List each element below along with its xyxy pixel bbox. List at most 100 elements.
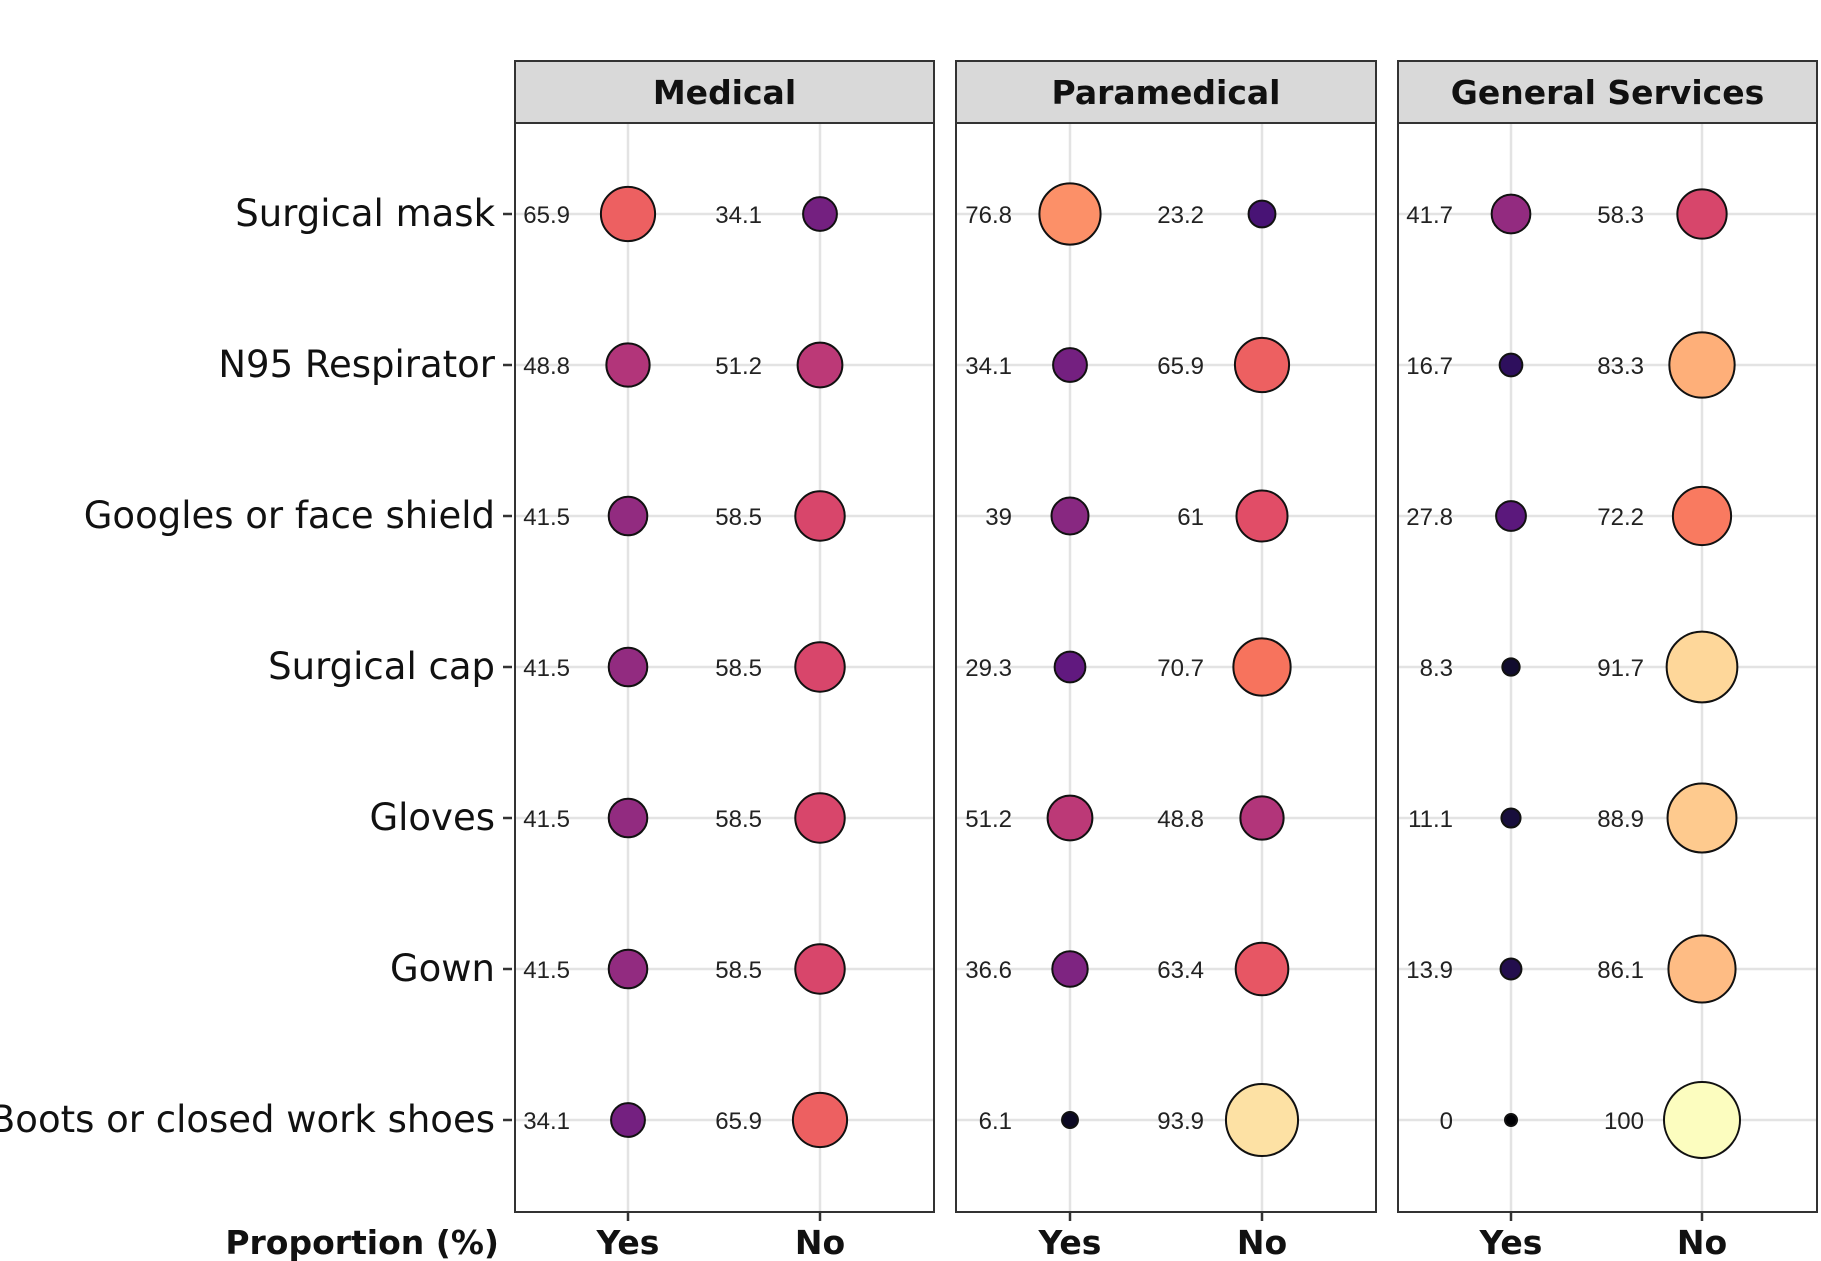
data-label: 6.1: [979, 1108, 1012, 1135]
data-label: 100: [1604, 1108, 1644, 1135]
data-point: [1671, 485, 1733, 547]
data-point: [1663, 1081, 1741, 1159]
data-label: 41.7: [1406, 202, 1453, 229]
data-label: 41.5: [523, 806, 570, 833]
data-point: [794, 490, 846, 542]
data-label: 65.9: [715, 1108, 762, 1135]
category-label-surgical-mask: Surgical mask: [235, 192, 495, 235]
data-label: 48.8: [523, 353, 570, 380]
facet-title-medical: Medical: [653, 73, 796, 112]
data-point: [1676, 188, 1728, 240]
data-point: [794, 943, 846, 995]
data-label: 58.5: [715, 957, 762, 984]
category-label-n95-respirator: N95 Respirator: [218, 343, 495, 386]
data-point: [1665, 630, 1739, 704]
data-label: 51.2: [965, 806, 1012, 833]
data-point: [607, 646, 649, 688]
data-label: 41.5: [523, 655, 570, 682]
facet-title-paramedical: Paramedical: [1052, 73, 1281, 112]
data-point: [1224, 1082, 1300, 1158]
data-point: [1052, 347, 1088, 383]
data-label: 58.5: [715, 504, 762, 531]
data-point: [1234, 941, 1290, 997]
category-label-gloves: Gloves: [369, 796, 495, 839]
data-point: [796, 341, 844, 389]
data-point: [1239, 795, 1285, 841]
data-label: 41.5: [523, 957, 570, 984]
data-point: [605, 342, 651, 388]
data-point: [802, 196, 838, 232]
x-tick-label-no: No: [795, 1223, 845, 1261]
data-label: 63.4: [1157, 957, 1204, 984]
data-label: 48.8: [1157, 806, 1204, 833]
data-point: [794, 792, 846, 844]
data-point: [1500, 807, 1522, 829]
data-point: [1490, 193, 1532, 235]
data-point: [1051, 950, 1089, 988]
x-tick-label-yes: Yes: [1038, 1223, 1102, 1261]
data-label: 11.1: [1408, 806, 1453, 833]
data-point: [1233, 336, 1291, 394]
data-point: [1504, 1113, 1518, 1127]
data-label: 58.3: [1597, 202, 1644, 229]
category-label-googles-or-face-shield: Googles or face shield: [84, 494, 495, 537]
data-point: [1050, 496, 1090, 536]
data-label: 29.3: [965, 655, 1012, 682]
data-label: 34.1: [523, 1108, 570, 1135]
data-label: 91.7: [1597, 655, 1644, 682]
data-label: 36.6: [965, 957, 1012, 984]
data-point: [1667, 934, 1737, 1004]
x-tick-label-no: No: [1237, 1223, 1287, 1261]
data-label: 76.8: [965, 202, 1012, 229]
data-point: [1666, 782, 1738, 854]
data-label: 27.8: [1406, 504, 1453, 531]
data-point: [607, 495, 649, 537]
data-label: 88.9: [1597, 806, 1644, 833]
data-point: [599, 185, 657, 243]
data-point: [610, 1102, 646, 1138]
x-axis-label: Proportion (%): [225, 1223, 499, 1261]
facet-strip-general-services: [1397, 60, 1818, 124]
category-label-surgical-cap: Surgical cap: [268, 645, 495, 688]
data-label: 93.9: [1157, 1108, 1204, 1135]
data-label: 13.9: [1406, 957, 1453, 984]
facet-title-general-services: General Services: [1451, 73, 1765, 112]
data-point: [1499, 957, 1523, 981]
data-point: [1501, 657, 1521, 677]
data-label: 39: [985, 504, 1012, 531]
data-point: [1247, 199, 1277, 229]
data-point: [607, 948, 649, 990]
data-label: 58.5: [715, 806, 762, 833]
data-point: [1668, 331, 1736, 399]
data-label: 61: [1177, 504, 1204, 531]
category-label-boots-or-closed-work-shoes: Boots or closed work shoes: [0, 1098, 495, 1141]
data-label: 8.3: [1420, 655, 1453, 682]
data-point: [791, 1091, 849, 1149]
x-tick-label-no: No: [1677, 1223, 1727, 1261]
data-point: [794, 641, 846, 693]
data-point: [1061, 1111, 1079, 1129]
data-point: [1495, 500, 1527, 532]
category-label-gown: Gown: [390, 947, 495, 990]
x-tick-label-yes: Yes: [1479, 1223, 1543, 1261]
data-label: 70.7: [1157, 655, 1204, 682]
data-label: 23.2: [1157, 202, 1204, 229]
data-point: [1038, 182, 1102, 246]
data-label: 58.5: [715, 655, 762, 682]
data-label: 65.9: [1157, 353, 1204, 380]
data-label: 34.1: [965, 353, 1012, 380]
data-label: 16.7: [1406, 353, 1453, 380]
x-tick-label-yes: Yes: [596, 1223, 660, 1261]
facet-strip-medical: [514, 60, 935, 124]
data-label: 41.5: [523, 504, 570, 531]
data-point: [1046, 794, 1094, 842]
data-point: [1053, 650, 1087, 684]
data-label: 34.1: [715, 202, 762, 229]
facet-strip-paramedical: [955, 60, 1377, 124]
data-point: [1498, 352, 1524, 378]
data-label: 86.1: [1597, 957, 1644, 984]
data-label: 72.2: [1597, 504, 1644, 531]
data-point: [1232, 637, 1292, 697]
data-label: 51.2: [715, 353, 762, 380]
